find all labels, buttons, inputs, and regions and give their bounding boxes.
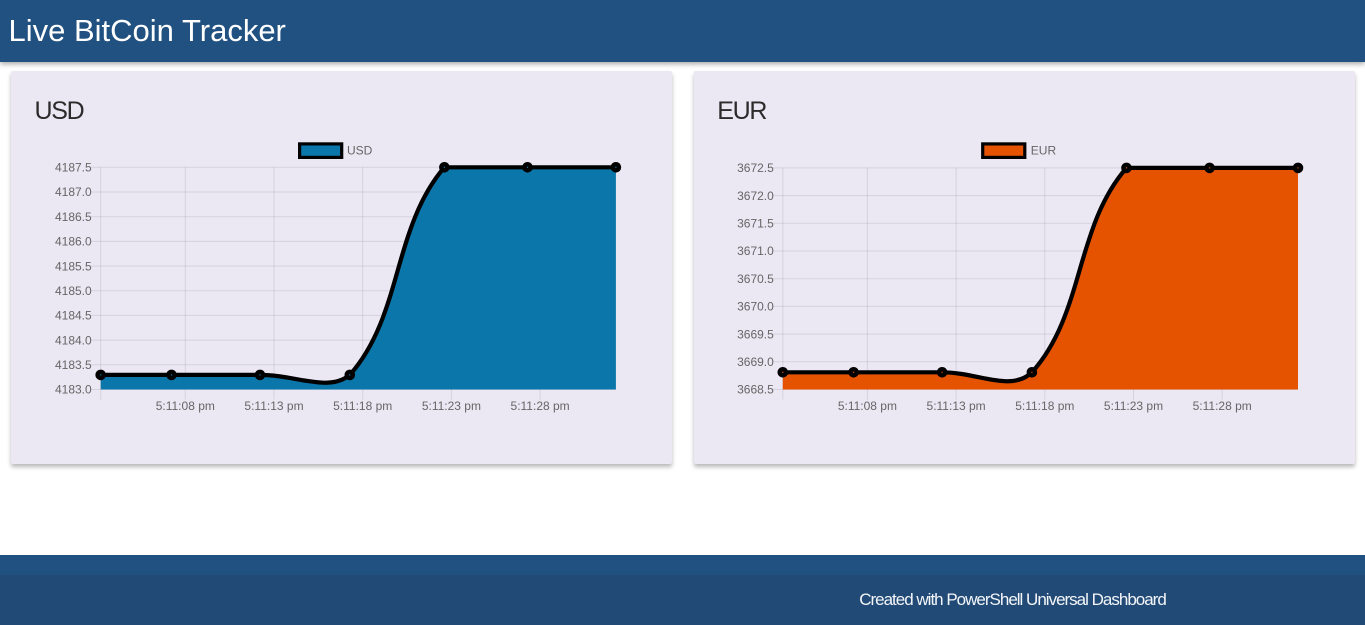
svg-text:5:11:28 pm: 5:11:28 pm bbox=[511, 399, 570, 413]
svg-text:5:11:08 pm: 5:11:08 pm bbox=[156, 399, 215, 413]
svg-text:EUR: EUR bbox=[1031, 144, 1057, 158]
svg-text:5:11:18 pm: 5:11:18 pm bbox=[1015, 399, 1074, 413]
svg-text:4184.0: 4184.0 bbox=[55, 333, 92, 347]
svg-text:3671.0: 3671.0 bbox=[737, 244, 774, 258]
svg-text:5:11:28 pm: 5:11:28 pm bbox=[1193, 399, 1252, 413]
svg-text:3672.5: 3672.5 bbox=[737, 161, 774, 175]
svg-text:4187.5: 4187.5 bbox=[55, 161, 92, 175]
svg-text:4185.5: 4185.5 bbox=[55, 259, 92, 273]
svg-text:3670.0: 3670.0 bbox=[737, 300, 774, 314]
svg-text:5:11:13 pm: 5:11:13 pm bbox=[927, 399, 986, 413]
svg-text:3672.0: 3672.0 bbox=[737, 189, 774, 203]
svg-text:5:11:08 pm: 5:11:08 pm bbox=[838, 399, 897, 413]
svg-text:3670.5: 3670.5 bbox=[737, 272, 774, 286]
svg-text:5:11:23 pm: 5:11:23 pm bbox=[1104, 399, 1163, 413]
svg-text:4183.0: 4183.0 bbox=[55, 383, 92, 397]
svg-text:4187.0: 4187.0 bbox=[55, 185, 92, 199]
svg-text:USD: USD bbox=[347, 144, 373, 158]
svg-text:4184.5: 4184.5 bbox=[55, 309, 92, 323]
svg-text:4186.5: 4186.5 bbox=[55, 210, 92, 224]
svg-text:5:11:18 pm: 5:11:18 pm bbox=[333, 399, 392, 413]
svg-text:3669.5: 3669.5 bbox=[737, 327, 774, 341]
svg-text:4183.5: 4183.5 bbox=[55, 358, 92, 372]
svg-text:5:11:23 pm: 5:11:23 pm bbox=[422, 399, 481, 413]
svg-text:4186.0: 4186.0 bbox=[55, 235, 92, 249]
svg-text:3668.5: 3668.5 bbox=[737, 383, 774, 397]
svg-text:5:11:13 pm: 5:11:13 pm bbox=[244, 399, 303, 413]
svg-text:3671.5: 3671.5 bbox=[737, 217, 774, 231]
svg-text:3669.0: 3669.0 bbox=[737, 355, 774, 369]
svg-text:4185.0: 4185.0 bbox=[55, 284, 92, 298]
